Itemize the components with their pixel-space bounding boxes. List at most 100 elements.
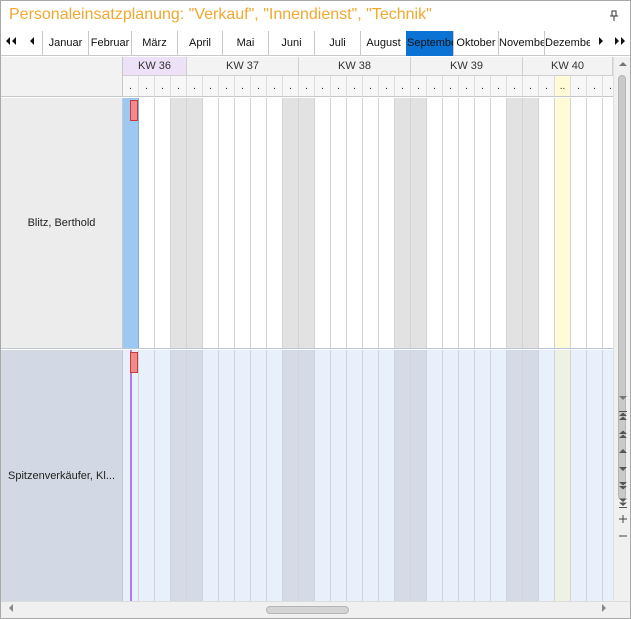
resource-timeline-row[interactable] — [123, 350, 613, 601]
day-cell[interactable] — [571, 98, 587, 348]
jump-bottom-icon[interactable] — [616, 498, 629, 513]
day-cell[interactable] — [587, 98, 603, 348]
day-cell[interactable] — [363, 350, 379, 601]
day-label[interactable]: . — [411, 76, 427, 96]
day-cell[interactable] — [507, 350, 523, 601]
month-tab[interactable]: Mai — [222, 31, 268, 56]
day-cell[interactable] — [395, 350, 411, 601]
vertical-scrollbar[interactable] — [613, 57, 630, 601]
day-cell[interactable] — [267, 350, 283, 601]
day-cell[interactable] — [171, 98, 187, 348]
day-label[interactable]: .. — [555, 76, 571, 96]
day-cell[interactable] — [155, 98, 171, 348]
day-label[interactable]: . — [315, 76, 331, 96]
day-cell[interactable] — [203, 98, 219, 348]
day-label[interactable]: . — [571, 76, 587, 96]
day-label[interactable]: . — [283, 76, 299, 96]
month-tab[interactable]: Oktober — [453, 31, 498, 56]
day-cell[interactable] — [379, 350, 395, 601]
day-cell[interactable] — [315, 350, 331, 601]
resource-timeline-row[interactable] — [123, 98, 613, 349]
day-cell[interactable] — [187, 98, 203, 348]
day-label[interactable]: . — [443, 76, 459, 96]
day-cell[interactable] — [427, 98, 443, 348]
resource-row-header[interactable]: Spitzenverkäufer, Kl... — [1, 350, 123, 601]
day-label[interactable]: . — [459, 76, 475, 96]
day-cell[interactable] — [603, 98, 613, 348]
arrow-left-icon[interactable] — [5, 603, 17, 617]
month-tab[interactable]: April — [177, 31, 222, 56]
arrow-down-small-icon[interactable] — [616, 465, 629, 480]
day-label[interactable]: . — [187, 76, 203, 96]
day-cell[interactable] — [507, 98, 523, 348]
day-cell[interactable] — [603, 350, 613, 601]
day-cell[interactable] — [251, 350, 267, 601]
day-cell[interactable] — [219, 98, 235, 348]
day-cell[interactable] — [571, 350, 587, 601]
appointment-bar[interactable] — [130, 352, 138, 373]
day-label[interactable]: . — [155, 76, 171, 96]
day-label[interactable]: . — [427, 76, 443, 96]
day-label[interactable]: . — [203, 76, 219, 96]
day-cell[interactable] — [555, 350, 571, 601]
day-cell[interactable] — [475, 98, 491, 348]
day-cell[interactable] — [315, 98, 331, 348]
horizontal-scrollbar[interactable] — [1, 601, 630, 618]
day-cell[interactable] — [427, 350, 443, 601]
day-cell[interactable] — [443, 350, 459, 601]
day-cell[interactable] — [139, 98, 155, 348]
day-label[interactable]: . — [331, 76, 347, 96]
day-cell[interactable] — [539, 350, 555, 601]
pin-icon[interactable] — [608, 10, 620, 22]
day-label[interactable]: . — [395, 76, 411, 96]
resource-row-header[interactable]: Blitz, Berthold — [1, 98, 123, 349]
zoom-out-icon[interactable] — [616, 531, 629, 546]
day-cell[interactable] — [587, 350, 603, 601]
day-cell[interactable] — [267, 98, 283, 348]
day-label[interactable]: . — [235, 76, 251, 96]
day-cell[interactable] — [331, 98, 347, 348]
day-label[interactable]: . — [587, 76, 603, 96]
day-cell[interactable] — [539, 98, 555, 348]
day-cell[interactable] — [283, 98, 299, 348]
day-label[interactable]: . — [523, 76, 539, 96]
day-cell[interactable] — [187, 350, 203, 601]
day-cell[interactable] — [363, 98, 379, 348]
month-tab[interactable]: Juli — [314, 31, 360, 56]
day-cell[interactable] — [443, 98, 459, 348]
day-label[interactable]: . — [603, 76, 613, 96]
month-tab[interactable]: November — [498, 31, 544, 56]
day-cell[interactable] — [411, 350, 427, 601]
page-down-icon[interactable] — [616, 481, 629, 496]
day-label[interactable]: . — [347, 76, 363, 96]
day-cell[interactable] — [155, 350, 171, 601]
day-cell[interactable] — [395, 98, 411, 348]
day-cell[interactable] — [475, 350, 491, 601]
month-tab[interactable]: Februar — [88, 31, 131, 56]
day-cell[interactable] — [235, 98, 251, 348]
day-cell[interactable] — [219, 350, 235, 601]
double-chevron-left-icon[interactable] — [4, 36, 18, 51]
day-label[interactable]: . — [379, 76, 395, 96]
day-cell[interactable] — [491, 350, 507, 601]
day-cell[interactable] — [283, 350, 299, 601]
day-label[interactable]: . — [491, 76, 507, 96]
day-label[interactable]: . — [219, 76, 235, 96]
day-cell[interactable] — [347, 98, 363, 348]
month-tab[interactable]: Januar — [42, 31, 88, 56]
day-cell[interactable] — [203, 350, 219, 601]
day-cell[interactable] — [331, 350, 347, 601]
month-tab[interactable]: August — [360, 31, 406, 56]
arrow-down-icon[interactable] — [616, 395, 629, 410]
arrow-up-small-icon[interactable] — [616, 447, 629, 462]
day-cell[interactable] — [411, 98, 427, 348]
day-cell[interactable] — [491, 98, 507, 348]
day-cell[interactable] — [523, 350, 539, 601]
day-label[interactable]: . — [299, 76, 315, 96]
zoom-in-icon[interactable] — [616, 514, 629, 529]
month-tab[interactable]: September — [406, 31, 453, 56]
day-label[interactable]: . — [251, 76, 267, 96]
arrow-right-icon[interactable] — [598, 603, 610, 617]
horizontal-scroll-thumb[interactable] — [266, 606, 349, 614]
selection-band[interactable] — [123, 98, 139, 348]
